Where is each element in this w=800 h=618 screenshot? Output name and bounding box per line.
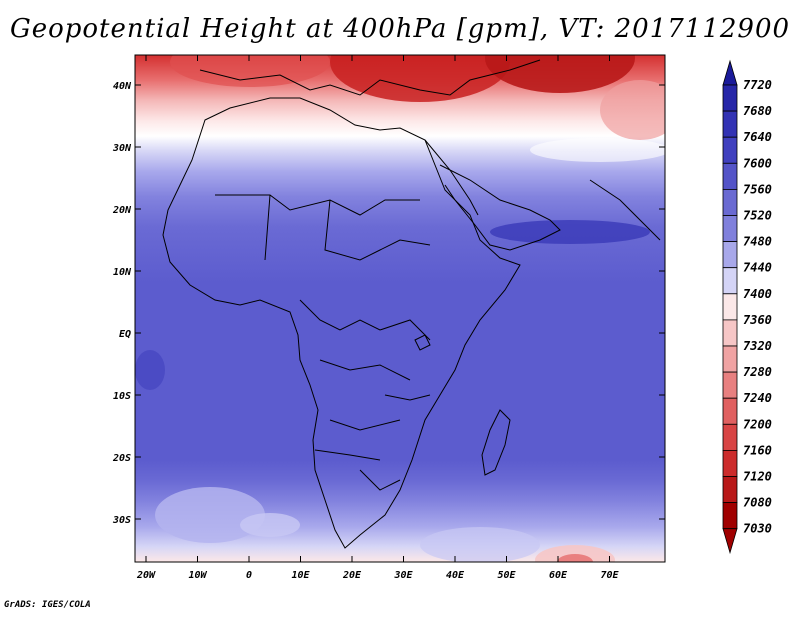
- red-sea: [424, 139, 479, 216]
- lon-label: 40E: [446, 570, 465, 581]
- colorbar-label: 7120: [743, 470, 772, 484]
- colorbar-label: 7200: [743, 417, 772, 431]
- colorbar-swatch: [722, 188, 738, 216]
- colorbar-swatch: [722, 241, 738, 269]
- coastlines: [162, 59, 661, 549]
- colorbar-swatch: [722, 162, 738, 190]
- colorbar-swatch: [722, 371, 738, 399]
- africa-outline: [162, 97, 521, 549]
- colorbar-label: 7640: [743, 130, 772, 144]
- colorbar-label: 7320: [743, 339, 772, 353]
- colorbar-swatch: [722, 502, 738, 530]
- colorbar-bottom-arrow: [722, 528, 738, 555]
- colorbar-label: 7680: [743, 104, 772, 118]
- lon-label: 0: [246, 570, 252, 581]
- lat-label: 30S: [112, 515, 131, 526]
- chart-title: Geopotential Height at 400hPa [gpm], VT:…: [9, 14, 791, 44]
- arabia-coast: [439, 164, 561, 251]
- height-field: [135, 55, 665, 562]
- latitude-axis: 40N 30N 20N 10N EQ 10S 20S 30S: [112, 81, 665, 526]
- lon-label: 20E: [342, 570, 362, 581]
- colorbar-label: 7520: [743, 209, 772, 223]
- india-coast: [589, 179, 661, 241]
- colorbar-swatch: [722, 476, 738, 504]
- colorbar-label: 7360: [743, 313, 772, 327]
- colorbar-label: 7080: [743, 496, 772, 510]
- colorbar-label: 7480: [743, 235, 772, 249]
- colorbar-swatch: [722, 449, 738, 477]
- lon-label: 70E: [600, 570, 619, 581]
- colorbar-swatch: [722, 423, 738, 451]
- colorbar-label: 7240: [743, 391, 772, 405]
- colorbar-label: 7720: [743, 78, 772, 92]
- colorbar-label: 7600: [743, 156, 772, 170]
- colorbar-swatch: [722, 345, 738, 373]
- colorbar-swatch: [722, 84, 738, 112]
- lat-label: EQ: [119, 329, 131, 340]
- colorbar-swatch: [722, 397, 738, 425]
- lon-label: 50E: [497, 570, 516, 581]
- colorbar-label: 7030: [743, 522, 772, 536]
- longitude-axis: 20W 10W 0 10E 20E 30E 40E 50E 60E 70E: [136, 55, 620, 581]
- lat-label: 10N: [113, 267, 132, 278]
- colorbar-swatch: [722, 215, 738, 243]
- colorbar-label: 7160: [743, 443, 772, 457]
- lon-label: 60E: [549, 570, 568, 581]
- lake-victoria: [414, 334, 431, 351]
- lat-label: 20N: [112, 205, 132, 216]
- colorbar-swatch: [722, 110, 738, 138]
- europe-coast: [199, 59, 541, 96]
- colorbar-swatch: [722, 267, 738, 295]
- lat-label: 10S: [113, 391, 131, 402]
- colorbar-label: 7560: [743, 182, 772, 196]
- lon-label: 10W: [188, 570, 207, 581]
- lon-label: 20W: [136, 570, 156, 581]
- lon-label: 30E: [393, 570, 413, 581]
- madagascar: [481, 409, 511, 476]
- africa-borders: [215, 194, 431, 491]
- lat-label: 40N: [113, 81, 132, 92]
- colorbar-label: 7400: [743, 287, 772, 301]
- colorbar-swatch: [722, 319, 738, 347]
- grads-credit: GrADS: IGES/COLA: [4, 600, 91, 610]
- map-frame: [134, 54, 666, 563]
- colorbar: 7720 7680 7640 7600 7560 7520 7480 7440 7400 7360…: [722, 59, 772, 555]
- colorbar-swatch: [722, 136, 738, 164]
- colorbar-swatch: [722, 293, 738, 321]
- lat-label: 30N: [112, 143, 132, 154]
- lat-label: 20S: [112, 453, 131, 464]
- colorbar-label: 7280: [743, 365, 772, 379]
- lon-label: 10E: [291, 570, 310, 581]
- colorbar-label: 7440: [743, 261, 772, 275]
- colorbar-top-arrow: [722, 59, 738, 86]
